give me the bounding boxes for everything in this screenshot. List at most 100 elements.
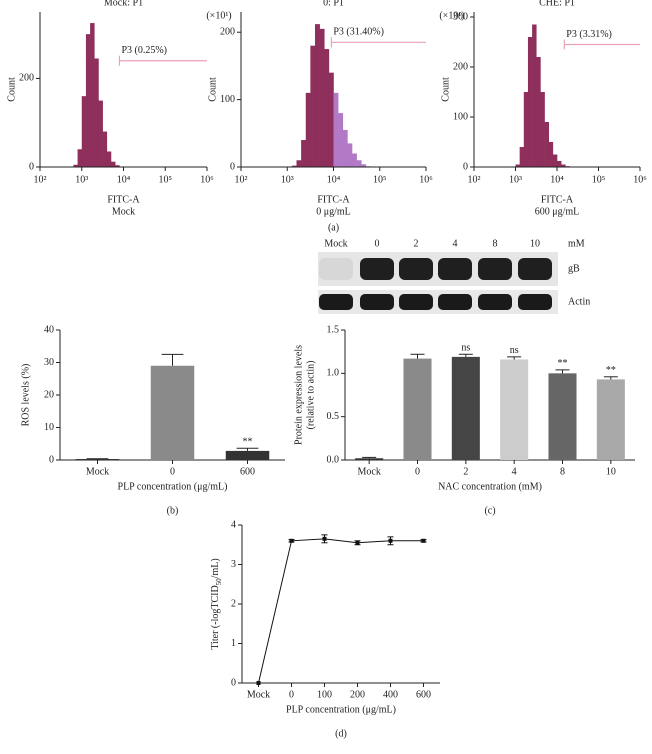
- gb-band: [478, 258, 512, 280]
- y-multiplier: (×10¹): [439, 10, 464, 21]
- histogram-bar: [552, 154, 558, 167]
- y-tick-label: 2: [231, 598, 236, 609]
- actin-band: [478, 294, 512, 310]
- y-axis-label: (relative to actin): [305, 361, 316, 430]
- data-point: [388, 538, 393, 543]
- actin-band: [438, 294, 472, 310]
- histogram-bar: [361, 164, 367, 167]
- gb-band: [399, 258, 433, 280]
- y-tick-label: 0: [230, 161, 235, 172]
- gb-band: [319, 258, 353, 280]
- histogram-bar: [342, 129, 348, 167]
- histogram-bar: [115, 165, 120, 167]
- histogram-bar: [310, 45, 316, 168]
- y-tick-label: 40: [44, 324, 54, 335]
- panel-title: CHE: P1: [539, 0, 575, 8]
- data-point: [289, 538, 294, 543]
- x-tick-label: 10⁵: [373, 174, 387, 185]
- histogram-bar: [356, 160, 362, 167]
- x-tick-label: Mock: [86, 466, 109, 477]
- significance-label: ns: [461, 343, 470, 354]
- bar: [355, 458, 384, 460]
- x-tick-label: 10²: [34, 174, 47, 185]
- x-tick-label: 10⁶: [633, 174, 647, 185]
- histogram-bar: [532, 24, 537, 167]
- bar: [548, 373, 577, 460]
- x-tick-label: 2: [463, 466, 468, 477]
- gb-band: [518, 258, 552, 280]
- data-point: [421, 538, 426, 543]
- histogram-bar: [106, 151, 112, 167]
- x-tick-label: 600: [240, 466, 255, 477]
- x-axis-label: PLP concentration (μg/mL): [118, 481, 228, 492]
- lane-label: Mock: [324, 238, 347, 249]
- actin-band: [360, 294, 394, 310]
- x-tick-label: Mock: [357, 466, 380, 477]
- histogram-bar: [305, 92, 311, 167]
- histogram-bar: [291, 165, 297, 167]
- x-tick-label: 10³: [281, 174, 294, 185]
- x-tick-label: 10²: [468, 174, 481, 185]
- histogram-bar: [540, 92, 545, 167]
- histogram-bar: [561, 164, 566, 167]
- y-axis-label-sub: 50: [215, 578, 223, 586]
- y-tick-label: 100: [453, 111, 468, 122]
- histogram-bar: [314, 24, 320, 168]
- y-tick-label: 4: [231, 519, 236, 530]
- x-tick-label: 400: [383, 689, 398, 700]
- y-axis-label-part: Titer (-logTCID: [210, 585, 221, 649]
- bar: [500, 359, 529, 460]
- data-point: [322, 536, 327, 541]
- histogram-bar: [98, 100, 103, 167]
- histogram-bar: [536, 57, 541, 167]
- x-axis-subtitle: Mock: [112, 206, 135, 217]
- lane-label: 2: [414, 238, 419, 249]
- unit-label: mM: [568, 238, 585, 249]
- data-point: [256, 681, 261, 685]
- x-tick-label: 10⁴: [327, 174, 341, 185]
- x-tick-label: 0: [289, 689, 294, 700]
- y-tick-label: 3: [231, 559, 236, 570]
- x-tick-label: 100: [317, 689, 332, 700]
- x-tick-label: Mock: [247, 689, 270, 700]
- lane-label: 0: [375, 238, 380, 249]
- x-tick-label: 8: [560, 466, 565, 477]
- y-axis-label: Titer (-logTCID50/mL): [210, 558, 222, 649]
- x-tick-label: 10³: [75, 174, 88, 185]
- panel-caption: (d): [335, 728, 347, 739]
- x-axis-label: PLP concentration (μg/mL): [286, 704, 396, 715]
- x-axis-label: FITC-A: [317, 194, 350, 205]
- significance-label: **: [558, 358, 568, 369]
- y-axis-label-part: /mL): [210, 558, 221, 578]
- x-tick-label: 10⁵: [159, 174, 173, 185]
- x-tick-label: 10⁵: [592, 174, 606, 185]
- lane-label: 4: [453, 238, 458, 249]
- data-point: [355, 540, 360, 545]
- significance-label: **: [606, 365, 616, 376]
- y-tick-label: 200: [453, 61, 468, 72]
- histogram-bar: [557, 161, 562, 167]
- x-tick-label: 0: [415, 466, 420, 477]
- y-tick-label: 20: [44, 389, 54, 400]
- histogram-bar: [352, 153, 357, 167]
- histogram-bar: [94, 58, 99, 167]
- histogram-bar: [523, 92, 529, 167]
- histogram-bar: [324, 49, 330, 167]
- y-tick-label: 100: [220, 94, 235, 105]
- x-axis-subtitle: 600 μg/mL: [535, 206, 580, 217]
- x-tick-label: 10⁴: [550, 174, 564, 185]
- y-tick-label: 0: [463, 161, 468, 172]
- histogram-bar: [81, 96, 87, 167]
- significance-label: **: [243, 437, 253, 448]
- actin-band: [518, 294, 552, 310]
- histogram-bar: [77, 149, 83, 167]
- panel-title: 0: P1: [323, 0, 344, 8]
- y-tick-label: 200: [19, 73, 34, 84]
- gate-label: P3 (31.40%): [333, 27, 384, 38]
- gate-label: P3 (3.31%): [566, 29, 612, 40]
- y-tick-label: 1.5: [327, 324, 340, 335]
- y-tick-label: 0: [49, 454, 54, 465]
- histogram-bar: [544, 122, 550, 167]
- x-axis-label: FITC-A: [541, 194, 574, 205]
- panel-title: Mock: P1: [104, 0, 143, 8]
